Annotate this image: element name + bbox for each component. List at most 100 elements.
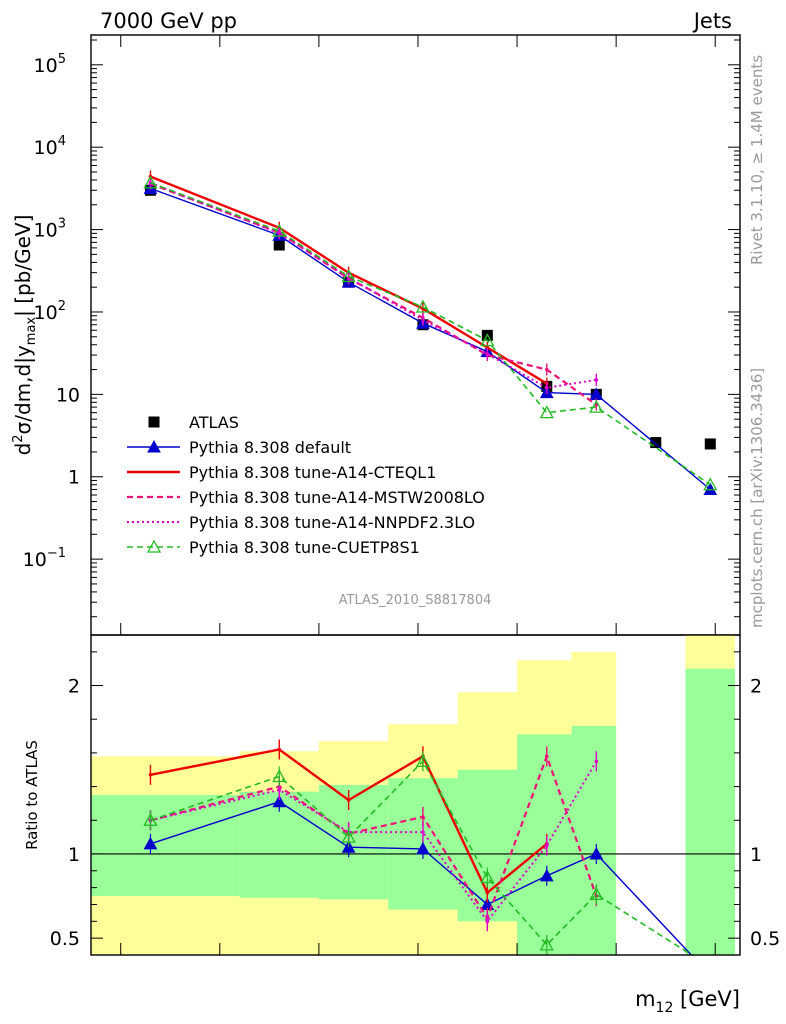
ratio-y-tick-label-left: 2 xyxy=(68,676,80,698)
legend-item-pythia-8-308-tune-cuetp8s1: Pythia 8.308 tune-CUETP8S1 xyxy=(127,538,420,557)
ratio-series-line xyxy=(150,759,694,955)
x-axis-label: m12 [GeV] xyxy=(635,987,740,1016)
legend-item-atlas: ATLAS xyxy=(148,413,239,432)
ratio-point xyxy=(539,937,554,951)
series-line xyxy=(150,182,711,486)
legend: ATLAS Pythia 8.308 default Pythia 8.308 tu… xyxy=(127,413,485,557)
data-point xyxy=(272,223,287,237)
legend-label: Pythia 8.308 tune-A14-NNPDF2.3LO xyxy=(189,513,475,532)
ratio-point xyxy=(704,961,716,972)
ratio-y-tick-label-right: 2 xyxy=(750,676,762,698)
ratio-point xyxy=(277,747,282,752)
legend-label: Pythia 8.308 tune-A14-CTEQL1 xyxy=(189,463,436,482)
main-y-tick-label-base: 10 xyxy=(56,384,80,406)
ratio-series-pythia-8-308-tune-cuetp8s1 xyxy=(143,751,716,972)
data-point xyxy=(341,269,356,283)
ylabel-end: | [pb/GeV] xyxy=(11,215,35,317)
data-point xyxy=(143,175,158,189)
ratio-point xyxy=(594,759,599,764)
ylabel-sub: max xyxy=(24,317,39,346)
main-y-tick-label-base: 10 xyxy=(34,137,58,159)
ratio-point xyxy=(415,753,431,767)
main-y-tick-label: 104 xyxy=(34,134,66,159)
data-point xyxy=(421,318,425,322)
ratio-point xyxy=(485,890,490,895)
ratio-point xyxy=(341,829,356,843)
legend-marker xyxy=(148,416,160,428)
ratio-point xyxy=(589,887,604,901)
legend-label: Pythia 8.308 default xyxy=(189,438,351,457)
main-y-tick-label: 10−1 xyxy=(23,546,66,571)
ratio-y-tick-label-left: 1 xyxy=(68,844,80,866)
data-point xyxy=(594,378,599,382)
data-point xyxy=(704,438,716,450)
ratio-point xyxy=(704,969,716,980)
xlabel-base: m xyxy=(635,987,655,1011)
data-point xyxy=(703,482,718,496)
main-y-tick-label-exp: −1 xyxy=(47,546,66,561)
main-y-tick-label-base: 10 xyxy=(34,302,58,324)
ratio-point xyxy=(485,919,490,924)
main-y-tick-label-base: 10 xyxy=(34,55,58,77)
ratio-point xyxy=(143,836,158,850)
legend-label: ATLAS xyxy=(189,413,239,432)
uncertainty-band-green xyxy=(571,725,617,955)
ratio-point xyxy=(589,846,604,860)
series-atlas xyxy=(144,184,716,450)
legend-item-pythia-8-308-tune-a14-cteql1: Pythia 8.308 tune-A14-CTEQL1 xyxy=(127,463,436,482)
legend-marker xyxy=(147,439,161,453)
ylabel-base: d xyxy=(11,443,35,456)
ratio-point xyxy=(544,754,549,759)
ratio-point xyxy=(480,870,495,884)
legend-label: Pythia 8.308 tune-CUETP8S1 xyxy=(189,538,420,557)
header-right-label: Jets xyxy=(692,9,732,33)
data-point xyxy=(480,333,495,347)
ratio-point xyxy=(143,812,158,826)
ratio-point xyxy=(272,769,287,783)
mcplots-side-label: mcplots.cern.ch [arXiv:1306.3436] xyxy=(748,368,766,628)
main-y-tick-label-base: 10 xyxy=(34,220,58,242)
legend-label: Pythia 8.308 tune-A14-MSTW2008LO xyxy=(189,488,485,507)
main-y-tick-label: 1 xyxy=(68,467,80,489)
ratio-point xyxy=(277,788,282,792)
ratio-point xyxy=(148,772,153,777)
ratio-y-tick-label-right: 1 xyxy=(750,844,762,866)
ratio-point xyxy=(416,841,430,855)
data-point xyxy=(650,437,662,449)
ylabel-sup: 2 xyxy=(11,434,26,442)
ratio-point xyxy=(544,843,549,848)
data-point xyxy=(485,345,490,350)
ratio-point xyxy=(346,798,351,802)
uncertainty-band-green xyxy=(91,795,240,897)
uncertainty-band-green xyxy=(685,668,736,955)
data-point xyxy=(703,477,718,491)
data-point xyxy=(415,299,431,313)
legend-item-pythia-8-308-tune-a14-nnpdf2-3lo: Pythia 8.308 tune-A14-NNPDF2.3LO xyxy=(127,513,475,532)
ylabel-mid: σ/dm,d|y xyxy=(11,345,35,434)
ratio-y-axis-label: Ratio to ATLAS xyxy=(23,740,41,850)
data-point xyxy=(277,231,282,236)
main-y-axis-label: d2σ/dm,d|ymax| [pb/GeV] xyxy=(11,215,39,456)
ratio-point xyxy=(539,868,554,882)
ratio-series-line xyxy=(150,748,548,895)
series-line xyxy=(150,175,548,385)
data-point xyxy=(544,386,549,390)
ratio-point xyxy=(272,794,287,808)
ratio-point xyxy=(421,815,425,819)
main-y-tick-label: 102 xyxy=(34,299,66,324)
legend-item-pythia-8-308-default: Pythia 8.308 default xyxy=(127,438,351,457)
main-y-tick-label-base: 10 xyxy=(23,549,47,571)
ratio-y-tick-label-right: 0.5 xyxy=(750,928,780,950)
data-point xyxy=(589,399,604,413)
xlabel-end: [GeV] xyxy=(673,987,740,1011)
ratio-point xyxy=(421,830,425,834)
main-y-tick-label-exp: 2 xyxy=(58,299,66,314)
header-left-label: 7000 GeV pp xyxy=(100,9,237,33)
ratio-panel: 2 2 1 1 0.5 0.5 Ratio to ATLAS m12 [GeV] xyxy=(23,634,780,1016)
rivet-side-label: Rivet 3.1.10, ≥ 1.4M events xyxy=(748,55,766,265)
series-line xyxy=(150,182,597,406)
main-y-tick-label: 105 xyxy=(34,52,66,77)
legend-marker xyxy=(146,539,162,553)
